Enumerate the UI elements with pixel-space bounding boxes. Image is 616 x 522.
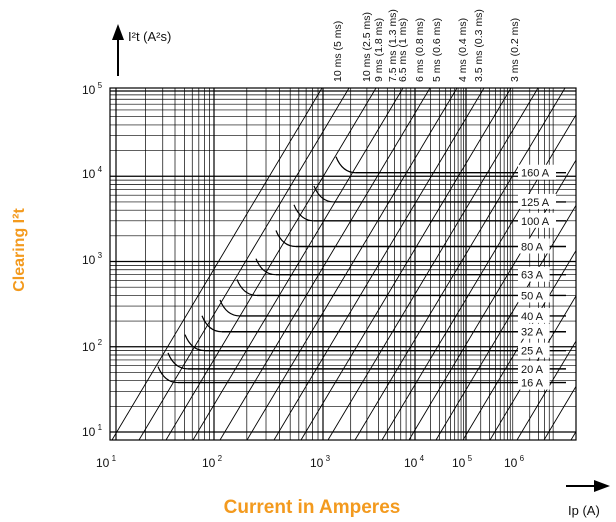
rating-curve — [167, 352, 189, 370]
rating-label: 40 A — [518, 307, 550, 323]
rating-label: 16 A — [518, 374, 550, 390]
y-tick-label: 10 1 — [82, 423, 103, 439]
rating-curve — [335, 156, 357, 174]
y-tick-label: 10 3 — [82, 251, 103, 267]
time-line-label: 10 ms (2.5 ms) — [361, 12, 373, 82]
x-tick-label: 10 1 — [96, 454, 117, 470]
time-line — [598, 88, 616, 440]
svg-text:32 A: 32 A — [521, 327, 544, 339]
time-line — [165, 88, 377, 440]
y-axis-title: Clearing I²t — [11, 208, 28, 292]
x-tick-label: 10 4 — [404, 454, 425, 470]
time-line-label: 4 ms (0.4 ms) — [457, 18, 469, 82]
time-line — [408, 159, 576, 440]
svg-text:40 A: 40 A — [521, 311, 544, 323]
time-line — [246, 88, 458, 440]
time-line-label: 3 ms (0.2 ms) — [509, 18, 521, 82]
time-line-label: 6.5 ms (1 ms) — [397, 18, 409, 82]
x-tick-label: 10 6 — [504, 454, 525, 470]
svg-text:125 A: 125 A — [521, 197, 550, 209]
time-line-label: 7.5 ms (1.3 ms) — [387, 9, 399, 82]
time-line — [273, 88, 485, 440]
x-tick-label: 10 3 — [310, 454, 331, 470]
rating-curve — [201, 315, 223, 333]
rating-curve — [184, 334, 206, 352]
y-tick-label: 10 2 — [82, 338, 103, 354]
svg-text:160 A: 160 A — [521, 168, 550, 180]
rating-curve — [293, 204, 315, 222]
rating-curve — [157, 366, 179, 384]
svg-text:80 A: 80 A — [521, 241, 544, 253]
rating-label: 125 A — [518, 193, 556, 209]
x-axis-title: Current in Amperes — [224, 497, 401, 518]
x-tick-label: 10 2 — [202, 454, 223, 470]
labels: 16 A 20 A 25 A 32 A 40 A 50 A 63 A 80 A 100 A 125… — [332, 9, 556, 390]
plot-frame — [109, 87, 577, 441]
time-line — [219, 88, 431, 440]
time-line-label: 9 ms (1.8 ms) — [373, 18, 385, 82]
svg-text:63 A: 63 A — [521, 270, 544, 282]
rating-label: 25 A — [518, 342, 550, 358]
svg-text:25 A: 25 A — [521, 346, 544, 358]
y-axis-arrow — [112, 24, 124, 76]
time-line — [192, 88, 404, 440]
rating-curve — [313, 185, 335, 203]
y-tick-label: 10 5 — [82, 81, 103, 97]
x-axis-arrow — [566, 480, 610, 492]
time-line — [516, 340, 576, 440]
rating-curve — [219, 299, 241, 317]
time-line-label: 3.5 ms (0.3 ms) — [473, 9, 485, 82]
rating-curve — [236, 279, 258, 297]
grid — [109, 87, 577, 441]
time-line-label: 6 ms (0.8 ms) — [414, 18, 426, 82]
time-line — [111, 88, 323, 440]
x-unit-label: Ip (A) — [568, 503, 600, 518]
time-line-label: 5 ms (0.6 ms) — [431, 18, 443, 82]
rating-label: 50 A — [518, 287, 550, 303]
rating-label: 63 A — [518, 266, 550, 282]
rating-label: 100 A — [518, 212, 556, 228]
time-line — [570, 430, 576, 440]
time-line — [462, 249, 576, 440]
rating-label: 20 A — [518, 360, 550, 376]
y-unit-label: I²t (A²s) — [128, 29, 171, 44]
time-line — [138, 88, 350, 440]
rating-label: 160 A — [518, 164, 556, 180]
time-line — [327, 88, 539, 440]
time-line — [543, 385, 576, 440]
x-tick-label: 10 5 — [452, 454, 473, 470]
time-line — [381, 113, 576, 440]
rating-curve — [255, 258, 277, 276]
time-line — [354, 88, 566, 440]
ticks: 10 1 10 2 10 3 10 4 10 5 10 6 10 1 10 2 10 3 10 4… — [82, 81, 525, 470]
time-line — [435, 204, 576, 440]
rating-lines — [178, 172, 566, 384]
y-tick-label: 10 4 — [82, 165, 103, 181]
svg-text:20 A: 20 A — [521, 364, 544, 376]
time-line — [300, 88, 512, 440]
svg-text:16 A: 16 A — [521, 378, 544, 390]
svg-text:100 A: 100 A — [521, 216, 550, 228]
rating-label: 80 A — [518, 238, 550, 254]
time-lines — [111, 88, 616, 440]
svg-text:50 A: 50 A — [521, 290, 544, 302]
time-line-label: 10 ms (5 ms) — [332, 21, 344, 82]
rating-label: 32 A — [518, 323, 550, 339]
